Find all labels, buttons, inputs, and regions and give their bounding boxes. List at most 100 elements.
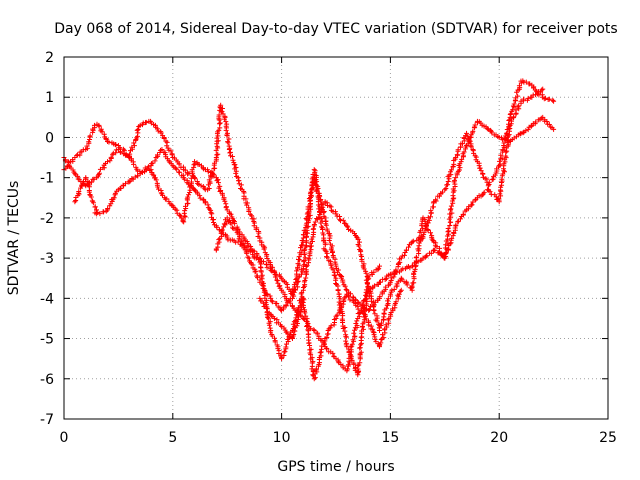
- data-point: [497, 161, 503, 167]
- data-point: [364, 280, 370, 286]
- data-point: [403, 247, 409, 253]
- data-point: [388, 278, 394, 284]
- data-point: [304, 262, 310, 268]
- data-point: [86, 189, 92, 195]
- data-point: [154, 152, 160, 158]
- data-point: [269, 333, 275, 339]
- data-point: [255, 275, 261, 281]
- data-point: [208, 210, 214, 216]
- data-point: [335, 267, 341, 273]
- data-point: [427, 214, 433, 220]
- data-point: [131, 161, 137, 167]
- data-point: [487, 189, 493, 195]
- data-point: [470, 128, 476, 134]
- data-point: [377, 263, 383, 269]
- data-point: [272, 339, 278, 345]
- data-point: [383, 305, 389, 311]
- data-point: [315, 183, 321, 189]
- data-point: [226, 136, 232, 142]
- data-point: [222, 198, 228, 204]
- data-point: [105, 205, 111, 211]
- data-point: [216, 127, 222, 133]
- data-points: [61, 78, 557, 382]
- data-point: [370, 326, 376, 332]
- data-point: [511, 114, 517, 120]
- data-point: [256, 230, 262, 236]
- data-point: [358, 349, 364, 355]
- data-point: [309, 238, 315, 244]
- data-point: [406, 244, 412, 250]
- data-point: [169, 202, 175, 208]
- data-point: [302, 262, 308, 268]
- data-point: [89, 179, 95, 185]
- data-point: [249, 213, 255, 219]
- data-point: [88, 194, 94, 200]
- data-point: [290, 321, 296, 327]
- data-point: [498, 152, 504, 158]
- data-point: [391, 274, 397, 280]
- data-point: [485, 126, 491, 132]
- data-point: [311, 167, 317, 173]
- data-point: [306, 256, 312, 262]
- data-point: [322, 242, 328, 248]
- data-point: [516, 83, 522, 89]
- data-point: [91, 122, 97, 128]
- data-point: [446, 228, 452, 234]
- data-point: [197, 193, 203, 199]
- data-point: [289, 336, 295, 342]
- data-point: [272, 269, 278, 275]
- data-point: [398, 287, 404, 293]
- data-point: [366, 322, 372, 328]
- data-point: [302, 246, 308, 252]
- data-point: [295, 284, 301, 290]
- data-point: [361, 266, 367, 272]
- data-point: [75, 173, 81, 179]
- data-point: [371, 299, 377, 305]
- data-point: [419, 226, 425, 232]
- data-point: [333, 313, 339, 319]
- x-tick-label: 0: [60, 430, 69, 446]
- data-point: [381, 335, 387, 341]
- data-point: [551, 126, 557, 132]
- series-track-3: [72, 86, 546, 362]
- grid: [64, 57, 608, 419]
- data-point: [343, 334, 349, 340]
- data-point: [151, 172, 157, 178]
- data-point: [362, 306, 368, 312]
- data-point: [229, 153, 235, 159]
- data-point: [240, 240, 246, 246]
- data-point: [278, 307, 284, 313]
- data-point: [480, 192, 486, 198]
- data-point: [155, 128, 161, 134]
- data-point: [156, 186, 161, 192]
- data-point: [355, 306, 361, 312]
- data-point: [342, 328, 348, 334]
- data-point: [454, 152, 460, 158]
- data-point: [215, 138, 221, 144]
- y-tick-label: 2: [45, 50, 54, 66]
- data-point: [262, 303, 268, 309]
- data-point: [208, 172, 214, 178]
- data-point: [315, 330, 321, 336]
- data-point: [385, 300, 391, 306]
- data-point: [448, 206, 454, 212]
- data-point: [169, 152, 175, 158]
- data-point: [329, 250, 335, 256]
- data-point: [327, 231, 333, 237]
- data-point: [294, 279, 300, 285]
- data-point: [182, 203, 188, 209]
- data-point: [411, 280, 417, 286]
- data-point: [228, 211, 234, 217]
- data-point: [292, 286, 298, 292]
- data-point: [515, 104, 521, 110]
- data-point: [264, 253, 270, 259]
- data-point: [335, 359, 341, 365]
- data-point: [311, 226, 317, 232]
- data-point: [232, 220, 238, 226]
- data-point: [493, 194, 499, 200]
- data-point: [450, 233, 456, 239]
- data-point: [269, 268, 275, 274]
- data-point: [97, 211, 103, 217]
- data-point: [216, 237, 222, 243]
- y-tick-label: -5: [40, 332, 54, 348]
